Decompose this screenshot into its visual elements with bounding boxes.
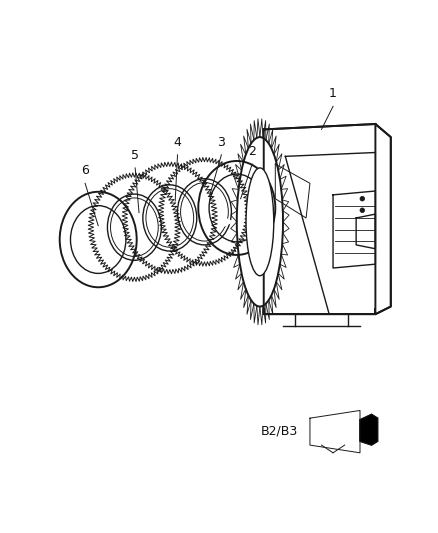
Text: 5: 5 xyxy=(131,149,139,161)
Text: 1: 1 xyxy=(329,87,337,100)
Circle shape xyxy=(360,208,364,213)
Text: B2/B3: B2/B3 xyxy=(261,425,298,438)
Text: 2: 2 xyxy=(248,145,256,158)
Text: 4: 4 xyxy=(173,136,181,149)
Circle shape xyxy=(360,196,364,201)
Text: 6: 6 xyxy=(81,164,89,177)
Polygon shape xyxy=(360,414,378,445)
Ellipse shape xyxy=(246,168,274,276)
Text: 3: 3 xyxy=(217,136,225,149)
